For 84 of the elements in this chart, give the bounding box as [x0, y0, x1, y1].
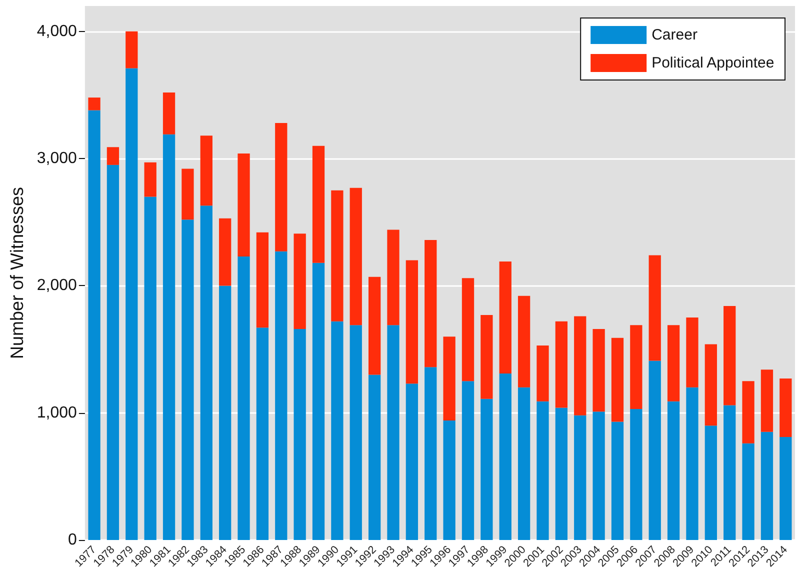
bar — [238, 256, 250, 540]
bar — [312, 262, 325, 540]
legend-label: Career — [652, 26, 698, 44]
bar — [536, 345, 549, 402]
bar — [88, 98, 100, 110]
bar — [611, 338, 624, 422]
bar — [162, 92, 176, 134]
bar — [630, 409, 642, 540]
bar — [219, 218, 232, 286]
bar — [256, 328, 269, 540]
bar — [294, 328, 306, 540]
bar — [144, 196, 156, 540]
bar — [742, 381, 754, 444]
y-tick-label: 3,000 — [36, 150, 78, 168]
bar — [106, 164, 120, 540]
y-axis-title: Number of Witnesses — [7, 186, 27, 360]
bar — [331, 190, 344, 322]
bar — [126, 31, 138, 68]
y-tick-label: 2,000 — [36, 277, 78, 294]
bar — [724, 405, 736, 540]
bar — [424, 240, 437, 368]
bar — [704, 344, 717, 426]
bar — [611, 422, 624, 540]
y-tick-label: 4,000 — [36, 22, 78, 40]
bar — [518, 296, 530, 388]
bar — [667, 401, 680, 540]
bar — [480, 398, 493, 540]
bar — [294, 234, 306, 329]
bar — [499, 373, 512, 540]
bar — [780, 378, 792, 438]
bar — [592, 328, 605, 412]
bar — [648, 255, 661, 361]
bar — [443, 420, 456, 540]
bar — [760, 370, 774, 432]
bar — [592, 412, 605, 540]
bar — [387, 230, 400, 326]
bar — [462, 278, 474, 382]
bar — [350, 325, 362, 540]
bar — [536, 401, 549, 540]
bar — [219, 286, 232, 540]
y-tick-label: 1,000 — [36, 404, 78, 422]
bar — [780, 437, 792, 540]
bar — [555, 321, 568, 408]
bar — [443, 336, 456, 420]
bar — [368, 276, 381, 375]
bar — [182, 168, 194, 220]
bar — [686, 387, 698, 540]
bar — [574, 415, 586, 540]
bar — [312, 146, 325, 263]
bar — [648, 360, 661, 540]
bar — [499, 262, 512, 374]
bar — [182, 220, 194, 540]
bar — [724, 306, 736, 406]
bar — [760, 432, 774, 540]
bar — [574, 316, 586, 416]
bar — [238, 153, 250, 256]
bar — [200, 136, 212, 206]
bar — [144, 162, 156, 197]
legend-label: Political Appointee — [652, 54, 774, 72]
bar — [88, 110, 100, 540]
bar — [275, 122, 288, 252]
bar — [667, 325, 680, 402]
bar — [518, 387, 530, 540]
bar — [331, 321, 344, 540]
bar — [275, 251, 288, 540]
bar — [256, 232, 269, 328]
bar — [686, 318, 698, 388]
bar — [630, 325, 642, 410]
bar — [742, 443, 754, 540]
bar — [106, 147, 120, 165]
y-tick-label: 0 — [68, 532, 78, 548]
bar — [162, 134, 176, 540]
bar — [200, 206, 212, 540]
bar — [480, 314, 493, 399]
bar — [462, 381, 474, 540]
bar — [555, 408, 568, 540]
bar — [368, 374, 381, 540]
bar — [424, 367, 437, 540]
bar — [387, 325, 400, 540]
bar — [350, 188, 362, 326]
bar — [406, 260, 418, 384]
bar — [704, 426, 717, 540]
bar — [126, 68, 138, 540]
bar — [406, 384, 418, 540]
